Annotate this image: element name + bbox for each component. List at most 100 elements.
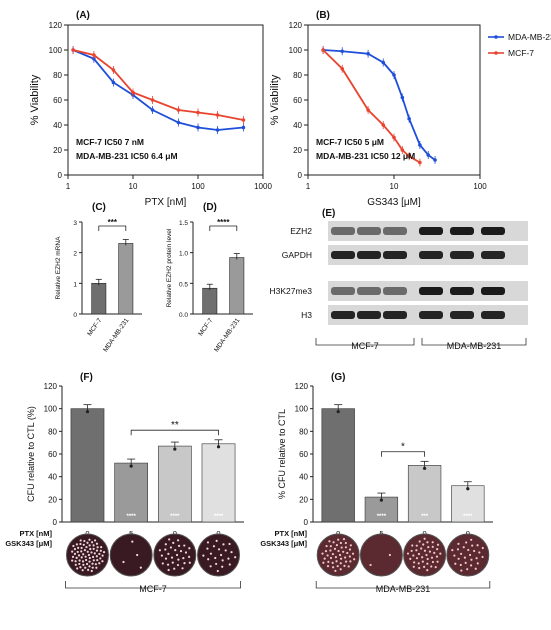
- ic50-annotation: MDA-MB-231 IC50 12 μM: [316, 151, 415, 161]
- panel-label: (G): [331, 372, 345, 383]
- colony: [81, 569, 84, 572]
- bar: [407, 465, 442, 523]
- band-label: H3: [301, 310, 312, 320]
- colony: [481, 555, 484, 559]
- data-point: [173, 447, 177, 451]
- colony: [85, 562, 89, 566]
- group-bracket: [65, 581, 241, 589]
- colony: [346, 551, 349, 555]
- colony: [95, 542, 99, 545]
- colony: [417, 562, 420, 565]
- y-tick-label: 20: [293, 146, 302, 155]
- y-tick-label: 40: [48, 473, 57, 482]
- bar: [229, 257, 245, 315]
- colony: [79, 542, 82, 546]
- colony: [161, 562, 164, 565]
- colony: [470, 558, 473, 561]
- colony: [454, 562, 457, 565]
- colony-dish: [316, 533, 360, 577]
- colony-dish: [153, 533, 197, 577]
- legend-label: MCF-7: [508, 48, 534, 58]
- bar: [321, 408, 355, 523]
- colony: [173, 567, 176, 570]
- colony: [172, 541, 175, 544]
- colony: [339, 568, 342, 571]
- data-point: [111, 80, 116, 85]
- significance-bracket: [98, 225, 127, 231]
- colony: [75, 543, 78, 546]
- data-point: [340, 49, 345, 54]
- colony: [412, 565, 415, 568]
- colony: [100, 545, 103, 549]
- colony: [95, 566, 98, 569]
- y-tick-label: 80: [299, 427, 308, 436]
- category-label: MCF-7: [86, 317, 103, 338]
- colony: [388, 553, 391, 557]
- data-point: [392, 73, 396, 77]
- x-tick-label: 1000: [254, 182, 272, 191]
- data-point: [92, 53, 96, 57]
- colony: [94, 563, 97, 566]
- colony: [92, 559, 95, 562]
- colony: [337, 538, 340, 541]
- x-tick-label: 10: [129, 182, 138, 191]
- colony: [332, 566, 335, 569]
- significance-label: ***: [108, 218, 118, 227]
- colony: [96, 558, 99, 562]
- data-point: [321, 48, 325, 52]
- data-point: [196, 110, 200, 115]
- colony: [80, 556, 83, 559]
- colony: [83, 539, 86, 543]
- data-point: [176, 108, 181, 112]
- blot-band: [419, 287, 443, 295]
- colony: [167, 552, 170, 555]
- colony: [102, 550, 106, 554]
- colony: [323, 557, 326, 560]
- colony: [230, 551, 233, 554]
- colony: [465, 541, 468, 544]
- colony: [73, 548, 77, 551]
- colony: [71, 559, 74, 562]
- dish-well: [109, 533, 153, 577]
- colony: [90, 569, 93, 573]
- colony: [78, 559, 81, 562]
- panel-c: (C) 0 1 2 3 Relative EZH2 mRNA MCF-7MDA-MB-231…: [55, 202, 142, 353]
- colony: [82, 553, 85, 556]
- blot-band: [450, 311, 474, 319]
- colony: [88, 556, 91, 560]
- colony: [433, 551, 436, 554]
- colony: [331, 552, 335, 556]
- colony: [222, 543, 225, 546]
- colony: [79, 566, 82, 569]
- bar: [157, 445, 192, 523]
- blot-band: [331, 227, 355, 235]
- ic50-annotation: MCF-7 IC50 7 nM: [76, 137, 144, 147]
- colony: [90, 551, 93, 554]
- bar: [202, 287, 218, 315]
- colony: [462, 546, 465, 549]
- blot-band: [481, 311, 505, 319]
- colony: [335, 544, 338, 547]
- y-tick-label: 0: [53, 518, 58, 527]
- colony: [339, 562, 342, 565]
- colony: [99, 549, 102, 552]
- colony: [131, 540, 134, 543]
- colony: [436, 560, 439, 563]
- y-axis-label: CFU relative to CTL (%): [26, 406, 36, 502]
- colony: [348, 548, 352, 551]
- blot-band: [383, 227, 407, 235]
- data-point: [241, 118, 246, 122]
- colony: [353, 558, 356, 561]
- colony: [436, 548, 439, 551]
- colony: [95, 549, 99, 552]
- colony: [421, 556, 424, 559]
- colony: [76, 550, 79, 554]
- y-tick-label: 120: [49, 21, 63, 30]
- blot-band: [331, 311, 355, 319]
- blot-band: [450, 227, 474, 235]
- colony: [87, 553, 91, 557]
- colony: [343, 564, 346, 567]
- colony: [326, 565, 330, 568]
- colony: [426, 541, 429, 544]
